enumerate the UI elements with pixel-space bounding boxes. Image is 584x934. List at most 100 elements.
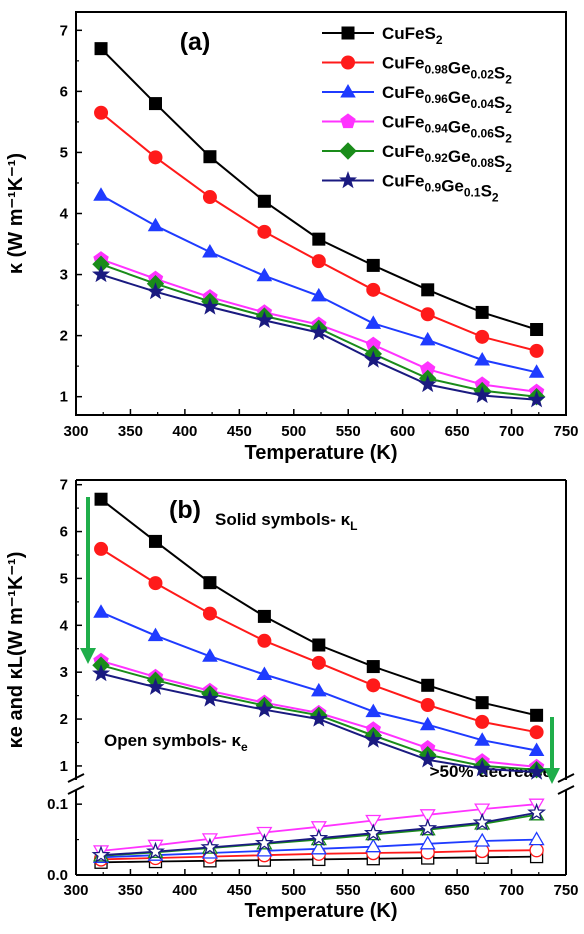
- data-point-a: [312, 232, 326, 246]
- axis-break-mark: [67, 773, 85, 783]
- x-tick-label-a: 700: [499, 423, 524, 440]
- y-axis-title-a: κ (W m⁻¹K⁻¹): [5, 153, 27, 274]
- y-tick-label-a: 2: [60, 328, 68, 345]
- data-point-b-open: [365, 814, 382, 829]
- y-axis-title-b: κe and κL(W m⁻¹K⁻¹): [5, 552, 27, 749]
- data-point-b-solid: [365, 703, 382, 718]
- y-tick-label-a: 3: [60, 267, 68, 284]
- data-point-a: [473, 386, 492, 404]
- data-point-a: [419, 331, 436, 346]
- x-tick-label-b: 600: [390, 882, 415, 899]
- legend-marker: [341, 55, 355, 70]
- y-tick-label-a: 5: [60, 144, 68, 161]
- data-point-a: [474, 352, 490, 366]
- series-b-solid-5: [92, 664, 546, 780]
- y-tick-label-a: 7: [60, 22, 68, 39]
- legend-marker: [339, 171, 357, 189]
- data-point-a: [146, 282, 165, 300]
- data-point-a: [202, 190, 217, 205]
- x-tick-label-a: 500: [281, 423, 306, 440]
- legend-entry-5: CuFe0.9Ge0.1S2: [322, 171, 499, 205]
- legend-label-base: CuFe: [382, 142, 425, 161]
- legend-label-part: Ge: [448, 59, 471, 78]
- y-tick-label-b: 5: [60, 570, 68, 587]
- legend-marker: [339, 142, 357, 160]
- data-point-b-solid: [257, 609, 271, 623]
- series-a-2: [93, 187, 545, 378]
- data-point-b-solid: [93, 604, 109, 618]
- data-point-b-open: [527, 802, 547, 821]
- data-point-b-solid: [311, 655, 326, 670]
- legend-label-part: S: [494, 64, 505, 83]
- legend-label-base: CuFe: [382, 172, 425, 191]
- data-point-b-open: [200, 837, 220, 856]
- legend-marker: [341, 26, 355, 40]
- panel-label-b: (b): [169, 496, 201, 524]
- x-tick-label-b: 750: [553, 882, 578, 899]
- legend-label-subscript: 0.9: [425, 181, 442, 195]
- data-point-a: [421, 283, 435, 297]
- legend-label-subscript: 0.04: [471, 97, 495, 111]
- legend-label: CuFe0.92Ge0.08S2: [382, 142, 512, 175]
- y-tick-label-b: 6: [60, 524, 68, 541]
- data-point-a: [309, 323, 328, 341]
- data-point-b-solid: [203, 576, 217, 590]
- annotation-open-text: Open symbols- κ: [104, 731, 242, 750]
- legend-entry-3: CuFe0.94Ge0.06S2: [322, 113, 512, 146]
- data-point-b-solid: [421, 678, 435, 692]
- legend-entry-1: CuFe0.98Ge0.02S2: [322, 54, 512, 87]
- legend-label-part: S: [425, 24, 436, 43]
- legend-label-part: Ge: [441, 177, 464, 196]
- data-point-b-open: [309, 828, 329, 847]
- data-point-a: [366, 258, 380, 272]
- legend-label: CuFe0.94Ge0.06S2: [382, 113, 512, 146]
- data-point-b-solid: [420, 698, 435, 712]
- y-tick-label-b-lower: 0.1: [47, 796, 68, 813]
- data-point-b-solid: [312, 638, 326, 652]
- legend-label-subscript: 2: [505, 102, 512, 116]
- data-point-b-solid: [257, 633, 272, 648]
- data-point-b-solid: [311, 682, 327, 697]
- legend-label-subscript: 2: [436, 33, 443, 47]
- y-tick-label-b: 1: [60, 758, 68, 775]
- y-tick-label-b: 3: [60, 664, 68, 681]
- data-point-b-solid: [530, 708, 544, 722]
- legend-marker: [340, 113, 356, 129]
- data-point-b-open: [419, 835, 436, 850]
- data-point-b-open: [365, 838, 382, 853]
- x-tick-label-b: 500: [281, 882, 306, 899]
- series-a-1: [94, 105, 544, 358]
- data-point-b-solid: [528, 742, 545, 756]
- data-point-a: [257, 224, 272, 239]
- data-point-b-open: [474, 832, 491, 847]
- data-point-a: [92, 265, 111, 283]
- data-point-a: [148, 150, 163, 165]
- legend-label: CuFeS2: [382, 24, 443, 47]
- data-point-a: [200, 297, 219, 315]
- series-b-open-5: [91, 802, 547, 864]
- data-point-a: [311, 287, 327, 302]
- series-b-solid-1: [94, 541, 544, 740]
- data-point-b-solid: [200, 689, 219, 707]
- data-point-a: [257, 194, 271, 208]
- legend-label-subscript: 0.94: [425, 122, 449, 136]
- data-point-b-solid: [527, 762, 546, 780]
- legend-label-part: S: [494, 152, 505, 171]
- annotation-solid-text: Solid symbols- κ: [215, 510, 351, 529]
- legend-label: CuFe0.98Ge0.02S2: [382, 54, 512, 87]
- legend-label-subscript: 0.92: [425, 151, 449, 165]
- data-point-b-solid: [474, 732, 490, 746]
- data-point-b-solid: [475, 714, 490, 729]
- x-tick-label-a: 300: [63, 423, 88, 440]
- data-point-a: [94, 105, 109, 120]
- data-point-b-open: [363, 823, 383, 842]
- data-point-a: [420, 307, 435, 322]
- legend-label-subscript: 0.96: [425, 92, 449, 106]
- data-point-b-solid: [255, 700, 274, 718]
- data-point-b-solid: [418, 750, 437, 768]
- x-tick-label-b: 650: [445, 882, 470, 899]
- legend-marker: [340, 83, 356, 98]
- x-tick-label-a: 350: [118, 423, 143, 440]
- x-tick-label-b: 400: [172, 882, 197, 899]
- data-point-b-solid: [529, 725, 544, 740]
